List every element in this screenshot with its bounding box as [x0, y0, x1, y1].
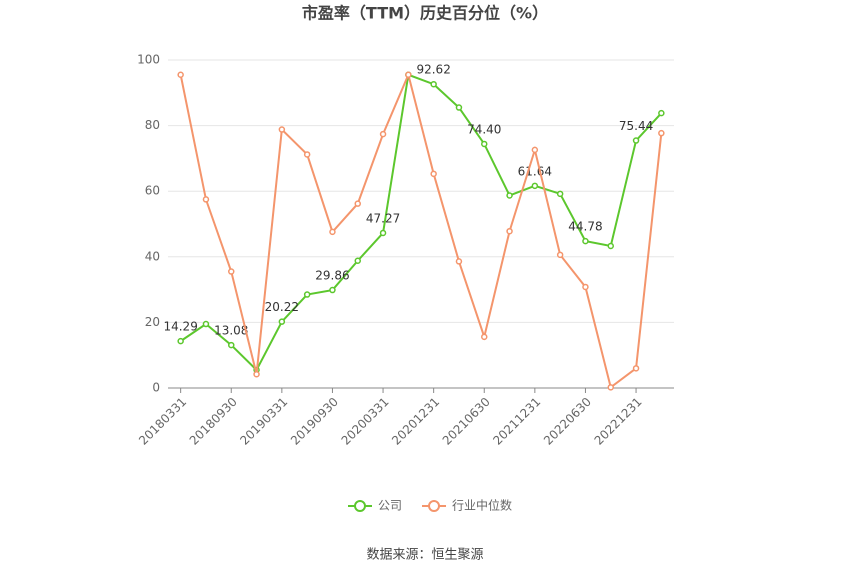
point [430, 80, 437, 88]
point [506, 227, 513, 235]
point [556, 190, 564, 198]
legend-marker [428, 500, 441, 512]
value-label: 47.27 [366, 211, 400, 225]
point [303, 291, 311, 298]
value-label: 61.64 [518, 164, 552, 178]
point [632, 137, 640, 144]
x-tick-label: 20200331 [339, 395, 392, 448]
source: 数据来源：恒生聚源 [366, 548, 483, 563]
point [506, 192, 513, 199]
value-label: 75.44 [619, 119, 653, 133]
x-tick-label: 20180930 [187, 395, 240, 448]
point [531, 182, 539, 190]
point [303, 151, 311, 158]
legend-label: 行业中位数 [452, 498, 512, 513]
point [202, 320, 210, 328]
point [632, 365, 640, 372]
point [481, 140, 488, 148]
value-label: 20.22 [265, 300, 299, 314]
x-tick-label: 20201231 [389, 395, 442, 448]
point [607, 242, 614, 250]
point [582, 283, 589, 291]
point [481, 333, 488, 341]
value-label: 13.08 [214, 324, 248, 338]
y-tick-label: 80 [145, 118, 160, 132]
point [253, 370, 260, 378]
point [329, 286, 336, 294]
value-label: 92.62 [416, 63, 450, 77]
point [607, 384, 614, 391]
series-line [179, 71, 663, 390]
point [556, 251, 564, 259]
point [658, 129, 665, 137]
y-tick-label: 40 [145, 249, 160, 263]
point [354, 257, 361, 264]
point [177, 337, 184, 345]
point [582, 237, 589, 245]
x-tick-label: 20190930 [288, 395, 341, 448]
legend-marker [354, 500, 366, 512]
point [455, 104, 463, 111]
point [455, 258, 463, 265]
y-tick-label: 20 [145, 315, 160, 329]
x-tick-label: 20221231 [592, 395, 645, 448]
point [278, 126, 286, 133]
point [405, 71, 412, 79]
y-tick-label: 0 [152, 381, 160, 395]
series-line [180, 73, 663, 372]
x-tick-label: 20180331 [136, 395, 189, 448]
point [531, 146, 539, 154]
chart-title: 市盈率（TTM）历史百分位（%） [302, 4, 548, 23]
x-tick-label: 20190331 [237, 395, 290, 448]
y-tick-label: 60 [145, 184, 160, 198]
point [430, 170, 437, 178]
value-label: 74.40 [467, 122, 501, 136]
value-label: 29.86 [315, 269, 349, 283]
x-tick-label: 20211231 [490, 395, 543, 448]
point [202, 196, 210, 203]
point [329, 228, 336, 236]
point [228, 268, 235, 275]
legend-label: 公司 [378, 499, 402, 513]
point [278, 318, 286, 325]
x-tick-label: 20220630 [541, 395, 594, 448]
point [658, 109, 665, 117]
point [379, 130, 387, 138]
value-label: 44.78 [568, 220, 602, 234]
value-label: 14.29 [163, 320, 197, 334]
x-tick-label: 20210630 [440, 395, 493, 448]
point [354, 200, 361, 207]
point [228, 341, 235, 349]
point [177, 71, 184, 79]
y-tick-label: 100 [137, 53, 160, 67]
point [379, 229, 387, 237]
